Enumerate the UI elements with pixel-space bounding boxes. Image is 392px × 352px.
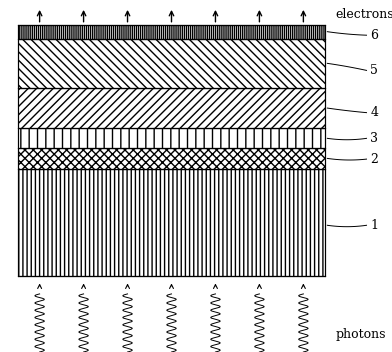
Bar [18, 128, 325, 148]
Text: 6: 6 [370, 29, 378, 42]
Bar [18, 169, 325, 276]
Bar [18, 148, 325, 169]
Text: electrons: electrons [335, 8, 392, 20]
Text: photons: photons [335, 328, 386, 341]
Bar [18, 25, 325, 39]
Text: 3: 3 [370, 132, 378, 145]
Text: 5: 5 [370, 64, 378, 77]
Text: 2: 2 [370, 153, 378, 165]
Text: 1: 1 [370, 219, 378, 232]
Text: 4: 4 [370, 106, 378, 119]
Bar [18, 88, 325, 128]
Bar [18, 39, 325, 88]
